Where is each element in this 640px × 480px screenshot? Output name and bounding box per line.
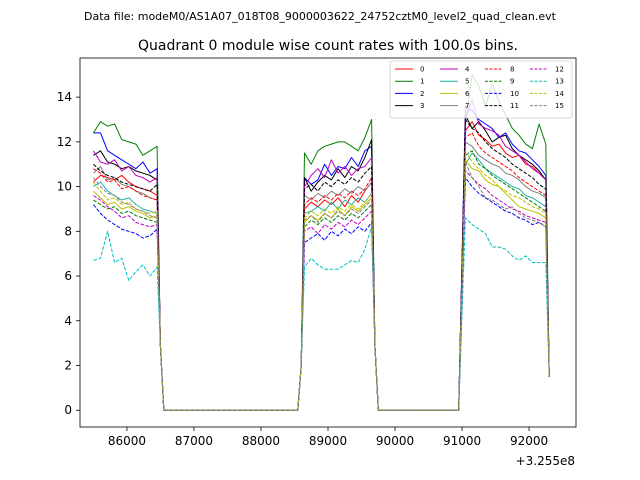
y-tick-label: 4 bbox=[64, 314, 72, 328]
series-line-7 bbox=[93, 141, 550, 411]
x-tick-label: 90000 bbox=[376, 434, 414, 448]
legend-label-13: 13 bbox=[555, 78, 564, 86]
series-line-4 bbox=[92, 98, 550, 411]
y-tick-label: 6 bbox=[64, 269, 72, 283]
legend-label-3: 3 bbox=[420, 102, 424, 110]
legend-label-1: 1 bbox=[420, 78, 424, 86]
series-line-14 bbox=[93, 150, 550, 411]
legend-label-4: 4 bbox=[465, 66, 470, 74]
legend-label-15: 15 bbox=[555, 102, 564, 110]
y-tick-label: 0 bbox=[64, 403, 72, 417]
series-line-6 bbox=[93, 159, 550, 411]
series-line-5 bbox=[93, 152, 550, 411]
series-layer bbox=[92, 74, 550, 411]
x-tick-label: 89000 bbox=[309, 434, 347, 448]
y-tick-label: 12 bbox=[57, 135, 72, 149]
chart-title: Quadrant 0 module wise count rates with … bbox=[138, 38, 518, 54]
legend-label-12: 12 bbox=[555, 66, 564, 74]
x-offset-label: +3.255e8 bbox=[516, 454, 575, 468]
x-tick-label: 88000 bbox=[242, 434, 280, 448]
x-tick-label: 91000 bbox=[443, 434, 481, 448]
legend-label-7: 7 bbox=[465, 102, 469, 110]
legend-label-11: 11 bbox=[510, 102, 519, 110]
series-line-11 bbox=[93, 119, 550, 411]
data-file-label: Data file: modeM0/AS1A07_018T08_90000036… bbox=[84, 10, 557, 23]
series-line-13 bbox=[93, 217, 550, 411]
series-line-3 bbox=[93, 114, 550, 411]
y-tick-label: 8 bbox=[64, 224, 72, 238]
y-tick-label: 10 bbox=[57, 180, 72, 194]
legend-label-6: 6 bbox=[465, 90, 470, 98]
x-tick-label: 86000 bbox=[108, 434, 146, 448]
legend-label-5: 5 bbox=[465, 78, 469, 86]
series-line-10 bbox=[93, 177, 550, 411]
x-tick-label: 92000 bbox=[510, 434, 548, 448]
axes-layer: 86000 87000 88000 89000 90000 91000 92000 0 2 4 6 8… bbox=[57, 57, 577, 448]
x-tick-label: 87000 bbox=[175, 434, 213, 448]
series-line-9 bbox=[93, 150, 550, 411]
legend-label-8: 8 bbox=[510, 66, 514, 74]
legend-label-10: 10 bbox=[510, 90, 519, 98]
series-line-15 bbox=[93, 161, 550, 411]
legend-box bbox=[389, 60, 573, 119]
y-tick-label: 2 bbox=[64, 359, 72, 373]
series-line-2 bbox=[93, 105, 550, 411]
legend-label-9: 9 bbox=[510, 78, 514, 86]
legend-label-14: 14 bbox=[555, 90, 564, 98]
legend-label-0: 0 bbox=[420, 66, 424, 74]
legend-label-2: 2 bbox=[420, 90, 424, 98]
series-line-8 bbox=[93, 132, 550, 411]
series-line-12 bbox=[93, 170, 550, 411]
y-tick-label: 14 bbox=[57, 90, 72, 104]
